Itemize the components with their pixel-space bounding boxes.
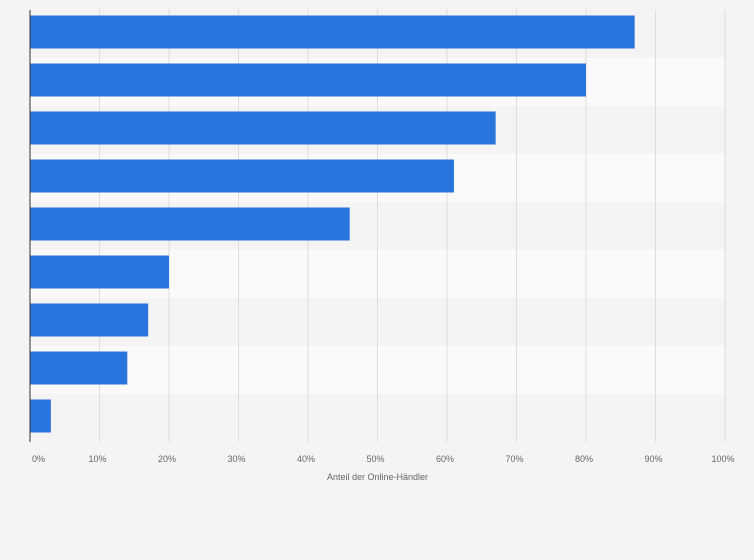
x-tick-label: 50% xyxy=(366,454,384,464)
x-tick-label: 20% xyxy=(158,454,176,464)
bar[interactable] xyxy=(30,111,496,145)
x-tick-label: 10% xyxy=(88,454,106,464)
x-tick-label: 60% xyxy=(436,454,454,464)
bar[interactable] xyxy=(30,159,454,193)
bar[interactable] xyxy=(30,15,635,49)
x-tick-label: 70% xyxy=(505,454,523,464)
bar[interactable] xyxy=(30,63,586,97)
x-tick-label: 100% xyxy=(711,454,734,464)
x-tick-label: 0% xyxy=(32,454,45,464)
bar[interactable] xyxy=(30,207,350,241)
bar[interactable] xyxy=(30,351,128,385)
x-tick-label: 30% xyxy=(227,454,245,464)
x-tick-label: 80% xyxy=(575,454,593,464)
x-tick-label: 40% xyxy=(297,454,315,464)
x-tick-label: 90% xyxy=(644,454,662,464)
bar[interactable] xyxy=(30,303,149,337)
x-tick-labels: 0% 10% 20% 30% 40% 50% 60% 70% 80% 90% 100% xyxy=(32,454,735,464)
bar[interactable] xyxy=(30,255,169,289)
bar[interactable] xyxy=(30,399,51,433)
bars xyxy=(30,15,635,433)
x-axis-title: Anteil der Online-Händler xyxy=(327,472,428,482)
